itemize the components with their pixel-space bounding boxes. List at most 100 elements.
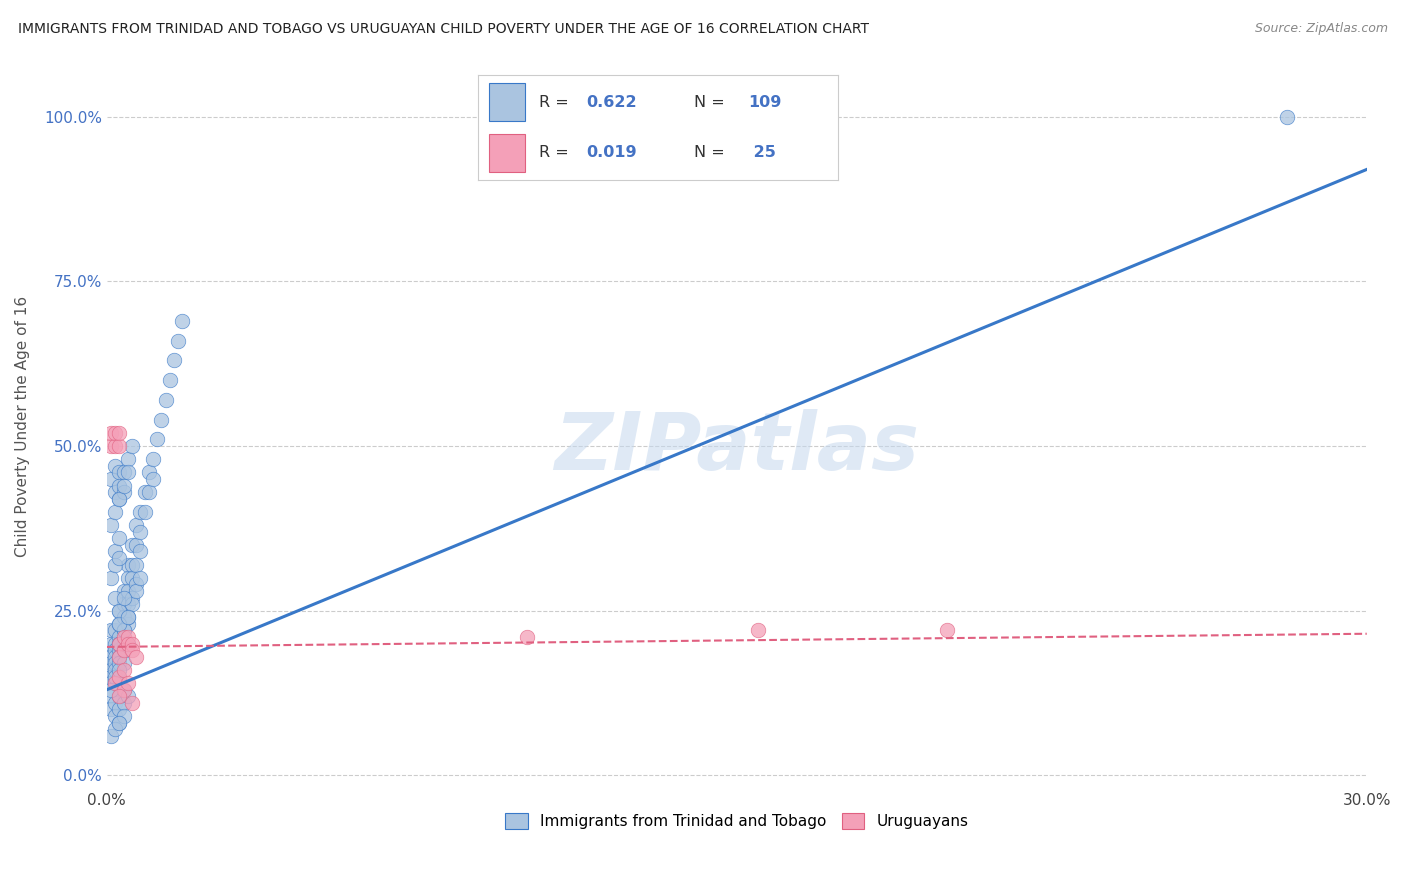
Point	[100, 676, 122, 690]
Point	[112, 663, 135, 677]
Point	[121, 696, 143, 710]
Point	[108, 630, 131, 644]
Point	[150, 413, 173, 427]
Point	[117, 610, 139, 624]
Point	[112, 682, 135, 697]
Point	[108, 616, 131, 631]
Point	[104, 649, 127, 664]
Point	[117, 676, 139, 690]
Point	[121, 597, 143, 611]
Point	[112, 591, 135, 605]
Point	[104, 709, 127, 723]
Point	[104, 558, 127, 572]
Point	[108, 604, 131, 618]
Point	[112, 624, 135, 638]
Point	[125, 558, 148, 572]
Point	[108, 643, 131, 657]
Point	[104, 439, 127, 453]
Point	[104, 657, 127, 671]
Point	[125, 538, 148, 552]
Point	[104, 643, 127, 657]
Point	[108, 425, 131, 440]
Point	[117, 466, 139, 480]
Point	[117, 637, 139, 651]
Point	[142, 472, 165, 486]
Point	[112, 485, 135, 500]
Point	[935, 624, 957, 638]
Point	[1275, 110, 1298, 124]
Point	[516, 630, 538, 644]
Point	[121, 439, 143, 453]
Point	[104, 544, 127, 558]
Point	[108, 466, 131, 480]
Point	[100, 657, 122, 671]
Point	[100, 690, 122, 704]
Point	[129, 571, 152, 585]
Point	[108, 669, 131, 683]
Point	[117, 558, 139, 572]
Point	[125, 577, 148, 591]
Point	[104, 591, 127, 605]
Point	[108, 439, 131, 453]
Point	[108, 616, 131, 631]
Point	[100, 425, 122, 440]
Point	[100, 571, 122, 585]
Point	[155, 392, 177, 407]
Point	[104, 723, 127, 737]
Point	[112, 624, 135, 638]
Point	[104, 663, 127, 677]
Point	[100, 518, 122, 533]
Point	[100, 472, 122, 486]
Point	[112, 583, 135, 598]
Point	[108, 690, 131, 704]
Point	[172, 314, 194, 328]
Point	[108, 637, 131, 651]
Point	[104, 676, 127, 690]
Point	[100, 682, 122, 697]
Point	[104, 458, 127, 473]
Point	[108, 669, 131, 683]
Point	[108, 649, 131, 664]
Point	[108, 478, 131, 492]
Point	[112, 637, 135, 651]
Point	[163, 353, 186, 368]
Point	[121, 643, 143, 657]
Point	[129, 505, 152, 519]
Point	[159, 373, 181, 387]
Point	[117, 452, 139, 467]
Point	[100, 702, 122, 716]
Point	[117, 571, 139, 585]
Point	[100, 663, 122, 677]
Point	[104, 637, 127, 651]
Point	[108, 637, 131, 651]
Point	[134, 505, 156, 519]
Point	[112, 478, 135, 492]
Point	[104, 485, 127, 500]
Point	[112, 466, 135, 480]
Point	[125, 649, 148, 664]
Point	[138, 466, 160, 480]
Point	[112, 682, 135, 697]
Text: Source: ZipAtlas.com: Source: ZipAtlas.com	[1254, 22, 1388, 36]
Point	[146, 433, 169, 447]
Point	[112, 597, 135, 611]
Text: ZIPatlas: ZIPatlas	[554, 409, 920, 487]
Point	[108, 491, 131, 506]
Point	[112, 610, 135, 624]
Point	[100, 439, 122, 453]
Point	[129, 544, 152, 558]
Point	[121, 637, 143, 651]
Point	[108, 715, 131, 730]
Point	[121, 558, 143, 572]
Point	[747, 624, 769, 638]
Point	[117, 583, 139, 598]
Point	[121, 591, 143, 605]
Point	[121, 538, 143, 552]
Point	[100, 637, 122, 651]
Point	[112, 643, 135, 657]
Point	[104, 676, 127, 690]
Point	[134, 485, 156, 500]
Point	[104, 624, 127, 638]
Point	[117, 597, 139, 611]
Point	[167, 334, 190, 348]
